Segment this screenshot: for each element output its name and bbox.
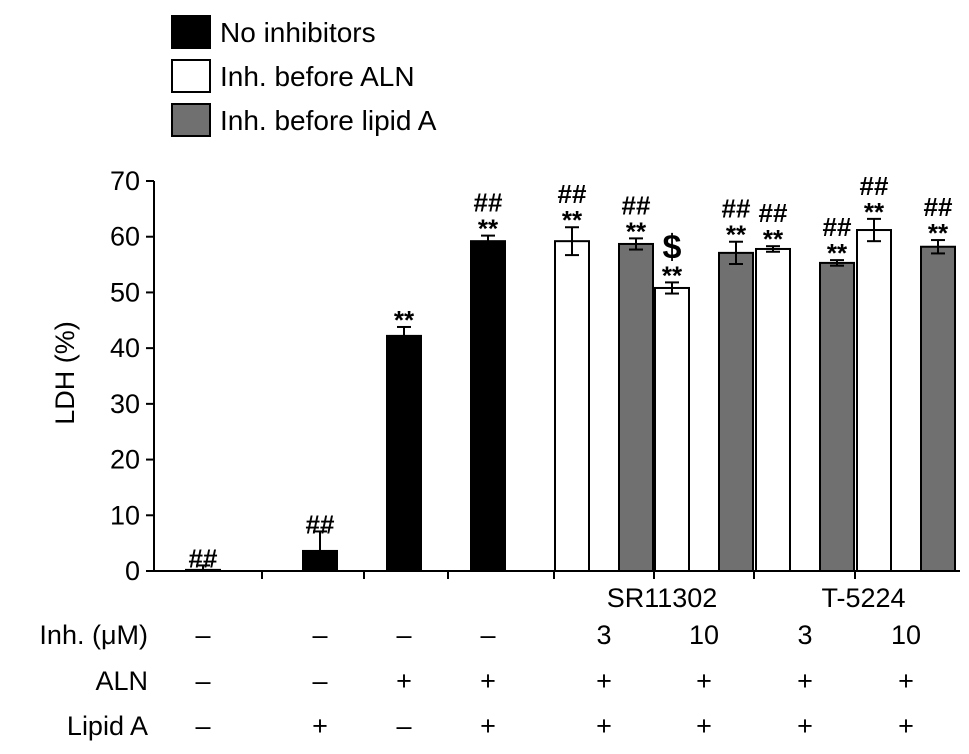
condition-value-1-3: + [480,666,496,696]
sig-mark-0-0-0: ## [189,543,218,573]
legend-label-0: No inhibitors [220,17,376,48]
bar-6-1 [819,261,855,572]
sig-mark-7-0-1: ## [860,171,889,201]
legend-label-2: Inh. before lipid A [220,105,437,136]
sig-mark-7-1-0: ** [928,218,949,248]
y-axis-label: LDH (%) [50,321,80,425]
condition-value-1-7: + [898,666,914,696]
condition-value-2-3: + [480,711,496,741]
condition-value-0-1: – [312,620,327,650]
condition-label-2: Lipid A [67,711,148,741]
bar-5-1 [718,251,754,572]
inhibitor-group-labels: SR11302 T-5224 [607,583,906,613]
sig-mark-4-0-1: ## [558,179,587,209]
y-tick-label-1: 10 [110,500,140,530]
bar-3-0 [470,240,506,573]
x-axis [154,570,960,579]
sig-mark-7-1-1: ## [924,192,953,222]
sig-mark-4-1-1: ## [622,190,651,220]
condition-value-0-3: – [480,620,495,650]
condition-value-0-0: – [195,620,210,650]
sig-mark-7-0-0: ** [864,197,885,227]
sig-mark-5-1-0: ** [726,220,747,250]
condition-value-2-6: + [797,711,813,741]
legend-label-1: Inh. before ALN [220,61,415,92]
legend: No inhibitors Inh. before ALN Inh. before … [171,15,437,137]
condition-value-2-2: – [396,711,411,741]
condition-value-0-2: – [396,620,411,650]
legend-swatch-0 [171,15,211,49]
sig-mark-6-0-1: ## [759,198,788,228]
sig-mark-3-0-0: ** [478,214,499,244]
condition-value-1-2: + [396,666,412,696]
sig-mark-6-1-1: ## [823,212,852,242]
condition-value-2-1: + [312,711,328,741]
bar-4-0 [554,240,590,573]
condition-value-1-0: – [195,666,210,696]
bar-6-0 [755,247,791,572]
sig-mark-2-0-0: ** [394,305,415,335]
sig-mark-5-0-0: ** [662,260,683,290]
condition-value-2-5: + [696,711,712,741]
sig-mark-4-0-0: ** [562,205,583,235]
condition-value-1-6: + [797,666,813,696]
sig-mark-5-0-1: $ [663,228,682,266]
condition-table: Inh. (μM) – – – – 3 10 3 10 ALN – – + + + + + + Lipid A – + –… [39,620,921,741]
y-tick-label-2: 20 [110,445,140,475]
sig-mark-6-0-0: ** [763,224,784,254]
condition-label-0: Inh. (μM) [39,620,148,650]
condition-label-1: ALN [95,666,148,696]
condition-value-2-7: + [898,711,914,741]
y-tick-label-0: 0 [125,556,140,586]
condition-value-2-4: + [596,711,612,741]
condition-value-1-4: + [596,666,612,696]
y-tick-label-5: 50 [110,277,140,307]
sig-mark-3-0-1: ## [474,188,503,218]
bars: ####****##**##**##**$ **##**##**##**##**#… [185,171,956,573]
bar-2-0 [386,334,422,572]
condition-value-0-4: 3 [596,620,611,650]
condition-value-1-1: – [312,666,327,696]
y-axis: 0 10 20 30 40 50 60 70 [110,166,155,586]
condition-value-0-5: 10 [689,620,719,650]
condition-value-1-5: + [696,666,712,696]
sig-mark-1-0-0: ## [306,509,335,539]
bar-7-1 [920,245,956,572]
sig-mark-6-1-0: ** [827,238,848,268]
bar-7-0 [856,229,892,572]
bar-4-1 [618,242,654,572]
bar-5-0 [654,286,690,572]
sig-mark-4-1-0: ** [626,216,647,246]
condition-value-0-6: 3 [797,620,812,650]
legend-swatch-1 [171,59,211,93]
inhibitor-group-label-0: SR11302 [607,583,718,613]
sig-mark-5-1-1: ## [722,194,751,224]
y-tick-label-3: 30 [110,389,140,419]
legend-swatch-2 [171,103,211,137]
y-tick-label-4: 40 [110,333,140,363]
condition-value-0-7: 10 [891,620,921,650]
condition-value-2-0: – [195,711,210,741]
y-tick-label-6: 60 [110,222,140,252]
inhibitor-group-label-1: T-5224 [821,583,905,613]
y-tick-label-7: 70 [110,166,140,196]
